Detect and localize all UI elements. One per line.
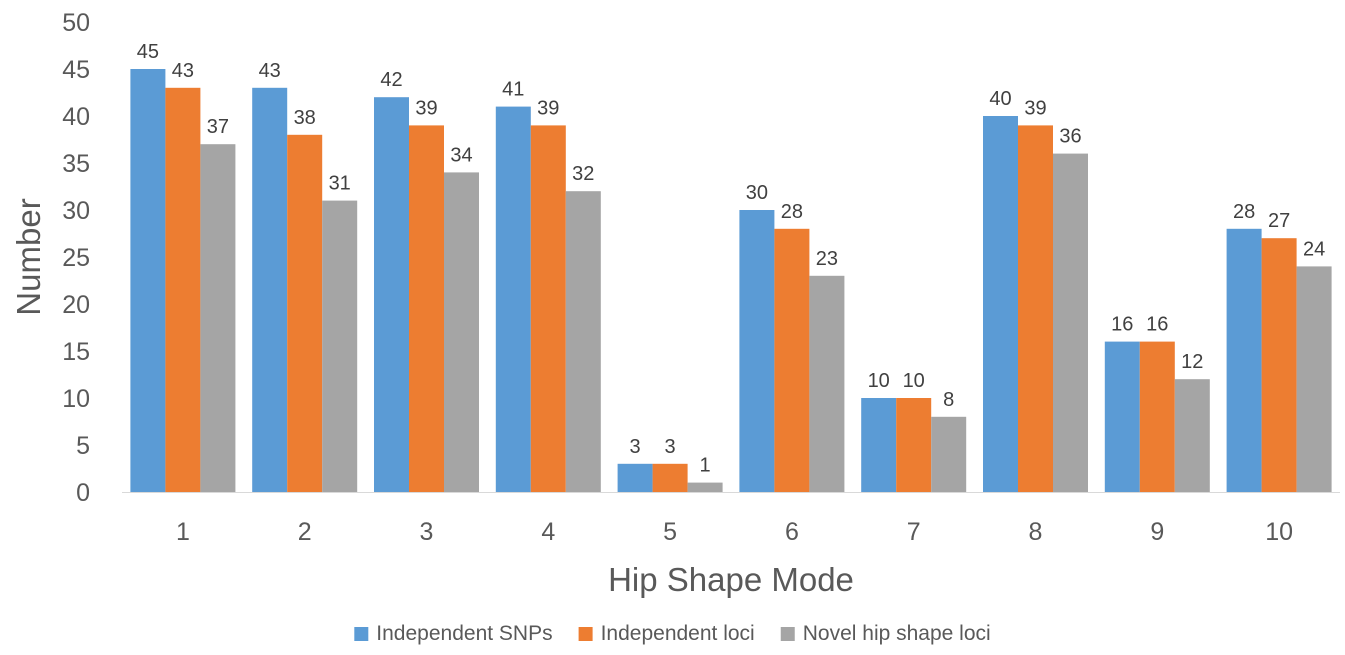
- bar-series-1-cat-5: [617, 463, 653, 492]
- y-tick-label: 5: [76, 432, 90, 460]
- bar-series-2-cat-9: [1139, 341, 1175, 492]
- bar-series-2-cat-3: [409, 125, 444, 493]
- bar-series-2-cat-7: [896, 398, 932, 492]
- data-label: 1: [700, 455, 711, 477]
- legend-item: Independent SNPs: [354, 622, 553, 645]
- bar-series-1-cat-10: [1226, 228, 1262, 493]
- bar-series-1-cat-8: [983, 116, 1018, 492]
- x-axis-title: Hip Shape Mode: [608, 561, 854, 598]
- bar-series-2-cat-2: [287, 134, 323, 493]
- x-tick-label: 7: [907, 518, 921, 546]
- y-axis-ticks: 0 5 10 15 20 25 30 35 40 45 50: [62, 9, 90, 507]
- legend-item: Novel hip shape loci: [780, 622, 991, 645]
- legend-label: Independent SNPs: [376, 622, 552, 645]
- data-label: 16: [1111, 314, 1133, 336]
- bar-series-3-cat-4: [565, 191, 601, 492]
- data-label: 34: [450, 144, 472, 166]
- bar-series-2-cat-8: [1018, 125, 1053, 493]
- legend-item: Independent loci: [578, 622, 755, 645]
- bar-series-1-cat-9: [1104, 341, 1140, 492]
- data-label: 23: [816, 248, 838, 270]
- bar-series-1-cat-2: [252, 87, 288, 493]
- bar-series-3-cat-7: [931, 416, 967, 492]
- y-tick-label: 30: [62, 197, 90, 225]
- data-label: 16: [1146, 314, 1168, 336]
- x-tick-label: 3: [420, 518, 434, 546]
- data-label: 39: [415, 97, 437, 119]
- bar-series-1-cat-7: [861, 398, 897, 492]
- data-label: 28: [1233, 201, 1255, 223]
- x-tick-label: 1: [176, 518, 190, 546]
- x-tick-label: 5: [663, 518, 677, 546]
- data-label: 30: [746, 182, 768, 204]
- y-tick-label: 50: [62, 9, 90, 37]
- x-tick-label: 9: [1150, 518, 1164, 546]
- data-label: 42: [380, 69, 402, 91]
- data-label: 8: [943, 389, 954, 411]
- bar-series-3-cat-6: [809, 275, 845, 492]
- data-label: 24: [1303, 238, 1325, 260]
- bar-series-3-cat-9: [1174, 379, 1210, 492]
- data-label: 37: [207, 116, 229, 138]
- bar-series-3-cat-8: [1053, 153, 1088, 492]
- data-label: 40: [989, 88, 1011, 110]
- bar-series-1-cat-4: [495, 106, 531, 492]
- data-label: 38: [294, 107, 316, 129]
- data-label: 10: [903, 370, 925, 392]
- bar-series-3-cat-5: [687, 482, 723, 492]
- legend-swatch: [780, 627, 795, 641]
- data-label: 3: [665, 436, 676, 458]
- bar-series-1-cat-1: [130, 69, 166, 492]
- legend: Independent SNPs Independent loci Novel hi…: [354, 622, 991, 645]
- legend-label: Novel hip shape loci: [803, 622, 991, 645]
- data-label: 39: [1024, 97, 1046, 119]
- legend-swatch: [354, 627, 369, 641]
- bar-series-3-cat-10: [1296, 266, 1332, 492]
- bar-series-2-cat-1: [165, 87, 201, 493]
- y-tick-label: 45: [62, 56, 90, 84]
- bar-series-2-cat-4: [530, 125, 566, 493]
- data-label: 10: [868, 370, 890, 392]
- bar-series-group: [130, 69, 1332, 493]
- data-label: 32: [572, 163, 594, 185]
- legend-label: Independent loci: [601, 622, 755, 645]
- bar-series-2-cat-10: [1261, 238, 1297, 492]
- data-label: 43: [172, 60, 194, 82]
- y-tick-label: 35: [62, 150, 90, 178]
- bar-series-1-cat-6: [739, 210, 775, 492]
- y-axis-title: Number: [10, 198, 47, 315]
- x-tick-label: 10: [1265, 518, 1293, 546]
- x-tick-label: 6: [785, 518, 799, 546]
- data-label: 36: [1059, 126, 1081, 148]
- x-tick-label: 2: [298, 518, 312, 546]
- data-label: 27: [1268, 210, 1290, 232]
- data-label: 41: [502, 79, 524, 101]
- data-label: 3: [630, 436, 641, 458]
- data-label: 12: [1181, 351, 1203, 373]
- bar-series-3-cat-3: [444, 172, 479, 492]
- bar-series-1-cat-3: [374, 97, 409, 492]
- bar-series-2-cat-5: [652, 463, 688, 492]
- bar-series-3-cat-1: [200, 144, 236, 492]
- data-label: 39: [537, 97, 559, 119]
- bar-series-3-cat-2: [322, 200, 358, 492]
- data-label: 28: [781, 201, 803, 223]
- data-label: 43: [259, 60, 281, 82]
- data-label: 45: [137, 41, 159, 63]
- y-tick-label: 20: [62, 291, 90, 319]
- y-tick-label: 10: [62, 385, 90, 413]
- bar-series-2-cat-6: [774, 228, 810, 493]
- y-tick-label: 40: [62, 103, 90, 131]
- legend-swatch: [578, 627, 593, 641]
- x-tick-label: 8: [1029, 518, 1043, 546]
- data-label: 31: [329, 173, 351, 195]
- y-tick-label: 0: [76, 479, 90, 507]
- x-axis-ticks: 1 2 3 4 5 6 7 8 9 10: [176, 518, 1293, 546]
- y-tick-label: 25: [62, 244, 90, 272]
- x-tick-label: 4: [541, 518, 555, 546]
- y-tick-label: 15: [62, 338, 90, 366]
